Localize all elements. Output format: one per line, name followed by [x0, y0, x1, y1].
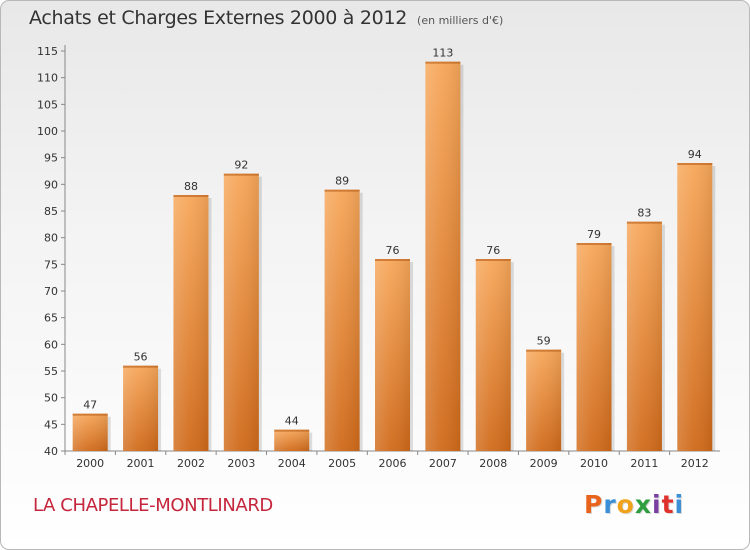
bar-top-edge: [223, 173, 259, 176]
bar: [173, 195, 212, 451]
bar: [425, 61, 464, 452]
bar-top-edge: [375, 259, 410, 261]
y-tick-label: 100: [37, 125, 58, 138]
bar-shine: [526, 349, 562, 451]
y-tick-label: 110: [37, 72, 58, 85]
logo-letter: o: [616, 490, 635, 519]
bar-value-label: 59: [537, 335, 551, 348]
x-tick-label: 2000: [76, 457, 104, 470]
bar-top-edge: [123, 365, 159, 368]
bar-value-label: 88: [184, 180, 198, 193]
chart-subtitle: (en milliers d'€): [417, 14, 504, 27]
bar: [576, 243, 615, 451]
bar: [375, 259, 413, 451]
bar-top-edge: [475, 259, 511, 261]
bar-value-label: 113: [432, 47, 453, 60]
y-tick-label: 50: [44, 392, 58, 405]
y-tick-label: 55: [44, 365, 58, 378]
proxiti-logo[interactable]: Proxiti: [584, 490, 684, 519]
chart-title: Achats et Charges Externes 2000 à 2012 (e…: [29, 7, 503, 29]
bar-value-label: 94: [688, 148, 702, 161]
bar-shine: [626, 221, 662, 451]
bar-value-label: 76: [386, 244, 400, 257]
bar-value-label: 76: [486, 244, 500, 257]
x-tick-label: 2004: [278, 457, 306, 470]
bar: [123, 365, 162, 451]
bar: [72, 413, 111, 451]
bar-shine: [123, 365, 159, 451]
x-tick-label: 2012: [681, 457, 709, 470]
bar: [677, 163, 716, 451]
bar: [324, 189, 363, 451]
bar-top-edge: [274, 429, 310, 432]
bar-top-edge: [526, 349, 562, 352]
bar-value-label: 47: [83, 399, 97, 412]
y-tick-label: 70: [44, 285, 58, 298]
chart-title-text: Achats et Charges Externes 2000 à 2012: [29, 7, 408, 29]
x-tick-label: 2001: [127, 457, 155, 470]
bar-value-label: 56: [134, 351, 148, 364]
bar-shine: [677, 163, 713, 451]
bar-top-edge: [425, 61, 461, 64]
x-tick-label: 2002: [177, 457, 205, 470]
place-name: LA CHAPELLE-MONTLINARD: [33, 495, 273, 516]
logo-letter: t: [661, 490, 675, 519]
bar: [223, 173, 262, 451]
y-tick-label: 90: [44, 178, 58, 191]
y-tick-label: 80: [44, 232, 58, 245]
y-tick-label: 115: [37, 45, 58, 58]
y-tick-label: 40: [44, 445, 58, 458]
bar-top-edge: [173, 195, 209, 197]
y-tick-label: 105: [37, 98, 58, 111]
bar-shine: [223, 173, 259, 451]
bar-shine: [274, 429, 310, 451]
bar: [475, 259, 514, 451]
x-tick-label: 2005: [328, 457, 356, 470]
logo-letter: r: [603, 490, 617, 519]
bar-shine: [425, 61, 461, 452]
y-tick-label: 60: [44, 338, 58, 351]
logo-letter: x: [634, 490, 652, 519]
y-tick-label: 95: [44, 152, 58, 165]
bar-top-edge: [576, 243, 612, 245]
bar: [526, 349, 565, 451]
bar-top-edge: [324, 189, 360, 192]
x-tick-label: 2007: [429, 457, 457, 470]
logo-letter: P: [584, 490, 604, 519]
bar-value-label: 92: [234, 159, 248, 172]
x-tick-label: 2008: [479, 457, 507, 470]
logo-letter: i: [674, 490, 685, 519]
logo-letter: i: [652, 490, 662, 519]
bar-shine: [475, 259, 511, 451]
bar-top-edge: [72, 413, 108, 416]
bar-shine: [576, 243, 612, 451]
bar-shine: [375, 259, 410, 451]
bar-shine: [72, 413, 108, 451]
bar-value-label: 89: [335, 175, 349, 188]
bar-value-label: 44: [285, 415, 299, 428]
y-tick-label: 75: [44, 258, 58, 271]
bar-top-edge: [626, 221, 662, 224]
x-tick-label: 2003: [227, 457, 255, 470]
bar-value-label: 83: [637, 207, 651, 220]
bar-value-label: 79: [587, 228, 601, 241]
x-tick-label: 2011: [630, 457, 658, 470]
bar-top-edge: [677, 163, 713, 165]
y-tick-label: 45: [44, 418, 58, 431]
x-tick-label: 2010: [580, 457, 608, 470]
x-tick-label: 2009: [530, 457, 558, 470]
y-tick-label: 85: [44, 205, 58, 218]
bar-shine: [173, 195, 209, 451]
y-tick-label: 65: [44, 312, 58, 325]
bar: [274, 429, 313, 451]
bar-shine: [324, 189, 360, 451]
chart-data-labels: 47 56 88 92 44 89 76 113 76 59 79 83 94: [83, 47, 702, 428]
x-tick-label: 2006: [379, 457, 407, 470]
bar: [626, 221, 665, 451]
chart-bars: [72, 61, 716, 452]
